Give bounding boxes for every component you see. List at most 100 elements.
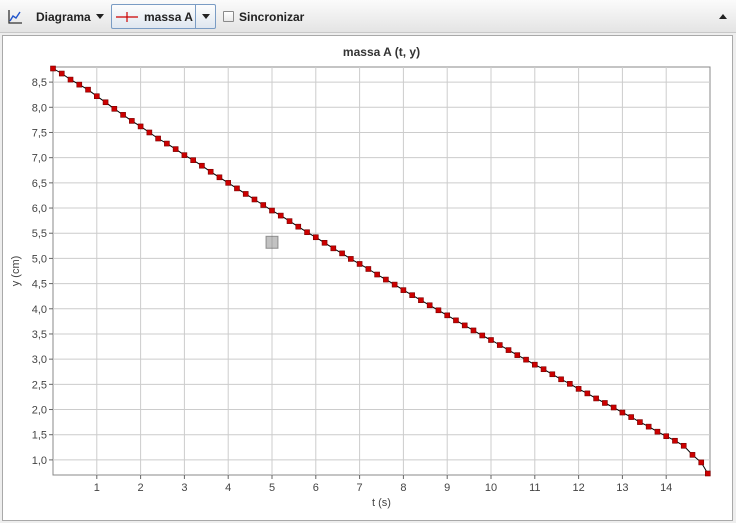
data-point bbox=[190, 157, 196, 163]
y-tick-label: 7,5 bbox=[32, 127, 47, 139]
data-point bbox=[102, 99, 109, 106]
x-tick-label: 5 bbox=[269, 482, 275, 494]
x-tick-label: 9 bbox=[444, 482, 450, 494]
data-point bbox=[251, 196, 258, 203]
x-tick-label: 4 bbox=[225, 482, 231, 494]
data-point bbox=[470, 327, 477, 334]
data-point bbox=[67, 76, 74, 83]
data-point bbox=[418, 297, 424, 304]
data-point bbox=[461, 322, 468, 329]
series-line-icon bbox=[116, 11, 138, 22]
data-point bbox=[479, 332, 486, 339]
data-point bbox=[225, 180, 231, 186]
x-tick-label: 12 bbox=[572, 482, 584, 494]
data-point bbox=[645, 423, 652, 430]
data-point bbox=[654, 428, 661, 435]
chevron-down-icon bbox=[201, 14, 210, 19]
data-point bbox=[58, 70, 65, 77]
data-point bbox=[426, 302, 433, 309]
data-point bbox=[680, 442, 687, 449]
data-point bbox=[400, 287, 407, 293]
series-dropdown-button[interactable] bbox=[196, 5, 215, 28]
series-selector[interactable]: massa A bbox=[111, 4, 216, 29]
data-point bbox=[619, 409, 626, 416]
data-point bbox=[523, 356, 529, 363]
y-tick-label: 2,5 bbox=[32, 379, 47, 391]
x-tick-label: 7 bbox=[357, 482, 363, 494]
y-tick-label: 4,5 bbox=[32, 279, 47, 291]
data-point bbox=[76, 81, 83, 88]
data-point bbox=[85, 86, 91, 93]
data-point bbox=[312, 234, 319, 241]
data-point bbox=[602, 400, 608, 406]
data-point bbox=[698, 459, 705, 466]
data-point bbox=[260, 202, 267, 208]
data-point bbox=[672, 437, 678, 444]
data-point bbox=[444, 312, 451, 319]
data-point bbox=[129, 118, 135, 124]
data-point bbox=[540, 366, 547, 373]
data-point bbox=[637, 419, 643, 425]
data-point bbox=[339, 250, 345, 257]
y-tick-label: 8,5 bbox=[32, 77, 47, 89]
data-point bbox=[277, 212, 284, 219]
x-axis-label: t (s) bbox=[372, 497, 391, 509]
data-point bbox=[242, 191, 249, 197]
x-tick-label: 3 bbox=[181, 482, 187, 494]
chart[interactable]: massa A (t, y)1 2 3 4 5 6 7 8 9 10 11 12 13 141,01,52… bbox=[3, 36, 732, 520]
toolbar: Diagrama massa A Sincronizar bbox=[0, 0, 736, 33]
data-point bbox=[610, 404, 617, 411]
data-point bbox=[304, 229, 310, 236]
y-tick-label: 7,0 bbox=[32, 153, 47, 165]
data-point bbox=[111, 106, 118, 112]
data-point bbox=[505, 347, 512, 353]
x-tick-label: 2 bbox=[138, 482, 144, 494]
data-point bbox=[295, 223, 302, 230]
y-tick-label: 5,5 bbox=[32, 228, 47, 240]
data-point bbox=[155, 135, 161, 142]
data-point bbox=[453, 317, 459, 324]
y-tick-label: 3,5 bbox=[32, 329, 47, 341]
sync-checkbox[interactable] bbox=[223, 11, 234, 22]
x-tick-label: 10 bbox=[485, 482, 497, 494]
y-tick-label: 3,0 bbox=[32, 354, 47, 366]
data-point bbox=[207, 168, 214, 175]
y-tick-label: 6,0 bbox=[32, 203, 47, 215]
data-point bbox=[120, 112, 126, 118]
y-tick-label: 8,0 bbox=[32, 102, 47, 114]
data-point bbox=[199, 162, 205, 169]
data-point bbox=[330, 245, 337, 252]
y-tick-label: 2,0 bbox=[32, 405, 47, 417]
data-point bbox=[365, 266, 372, 272]
data-point bbox=[488, 337, 494, 343]
data-point bbox=[435, 307, 442, 314]
line-chart-icon[interactable] bbox=[4, 4, 26, 29]
data-point bbox=[593, 395, 599, 402]
plot-area bbox=[52, 66, 711, 476]
selected-point-marker bbox=[265, 235, 279, 249]
y-tick-label: 4,0 bbox=[32, 304, 47, 316]
data-point bbox=[391, 281, 398, 288]
x-tick-label: 14 bbox=[660, 482, 672, 494]
diagram-menu-label: Diagrama bbox=[36, 9, 91, 24]
data-point bbox=[663, 433, 670, 440]
data-point bbox=[50, 65, 56, 72]
x-tick-label: 8 bbox=[400, 482, 406, 494]
data-point bbox=[269, 207, 275, 214]
data-point bbox=[348, 256, 354, 262]
data-point bbox=[549, 371, 556, 378]
collapse-button[interactable] bbox=[716, 4, 730, 29]
data-point bbox=[286, 218, 293, 224]
data-point bbox=[216, 174, 223, 181]
chevron-down-icon bbox=[95, 14, 104, 19]
data-point bbox=[567, 381, 573, 387]
series-selector-main[interactable]: massa A bbox=[112, 5, 196, 28]
data-point bbox=[558, 376, 564, 383]
y-tick-label: 5,0 bbox=[32, 253, 47, 265]
chart-title: massa A (t, y) bbox=[343, 45, 420, 59]
data-point bbox=[575, 386, 582, 392]
data-point bbox=[584, 390, 591, 397]
sync-toggle[interactable]: Sincronizar bbox=[223, 4, 304, 29]
y-tick-label: 6,5 bbox=[32, 178, 47, 190]
diagram-menu-button[interactable]: Diagrama bbox=[32, 4, 104, 29]
